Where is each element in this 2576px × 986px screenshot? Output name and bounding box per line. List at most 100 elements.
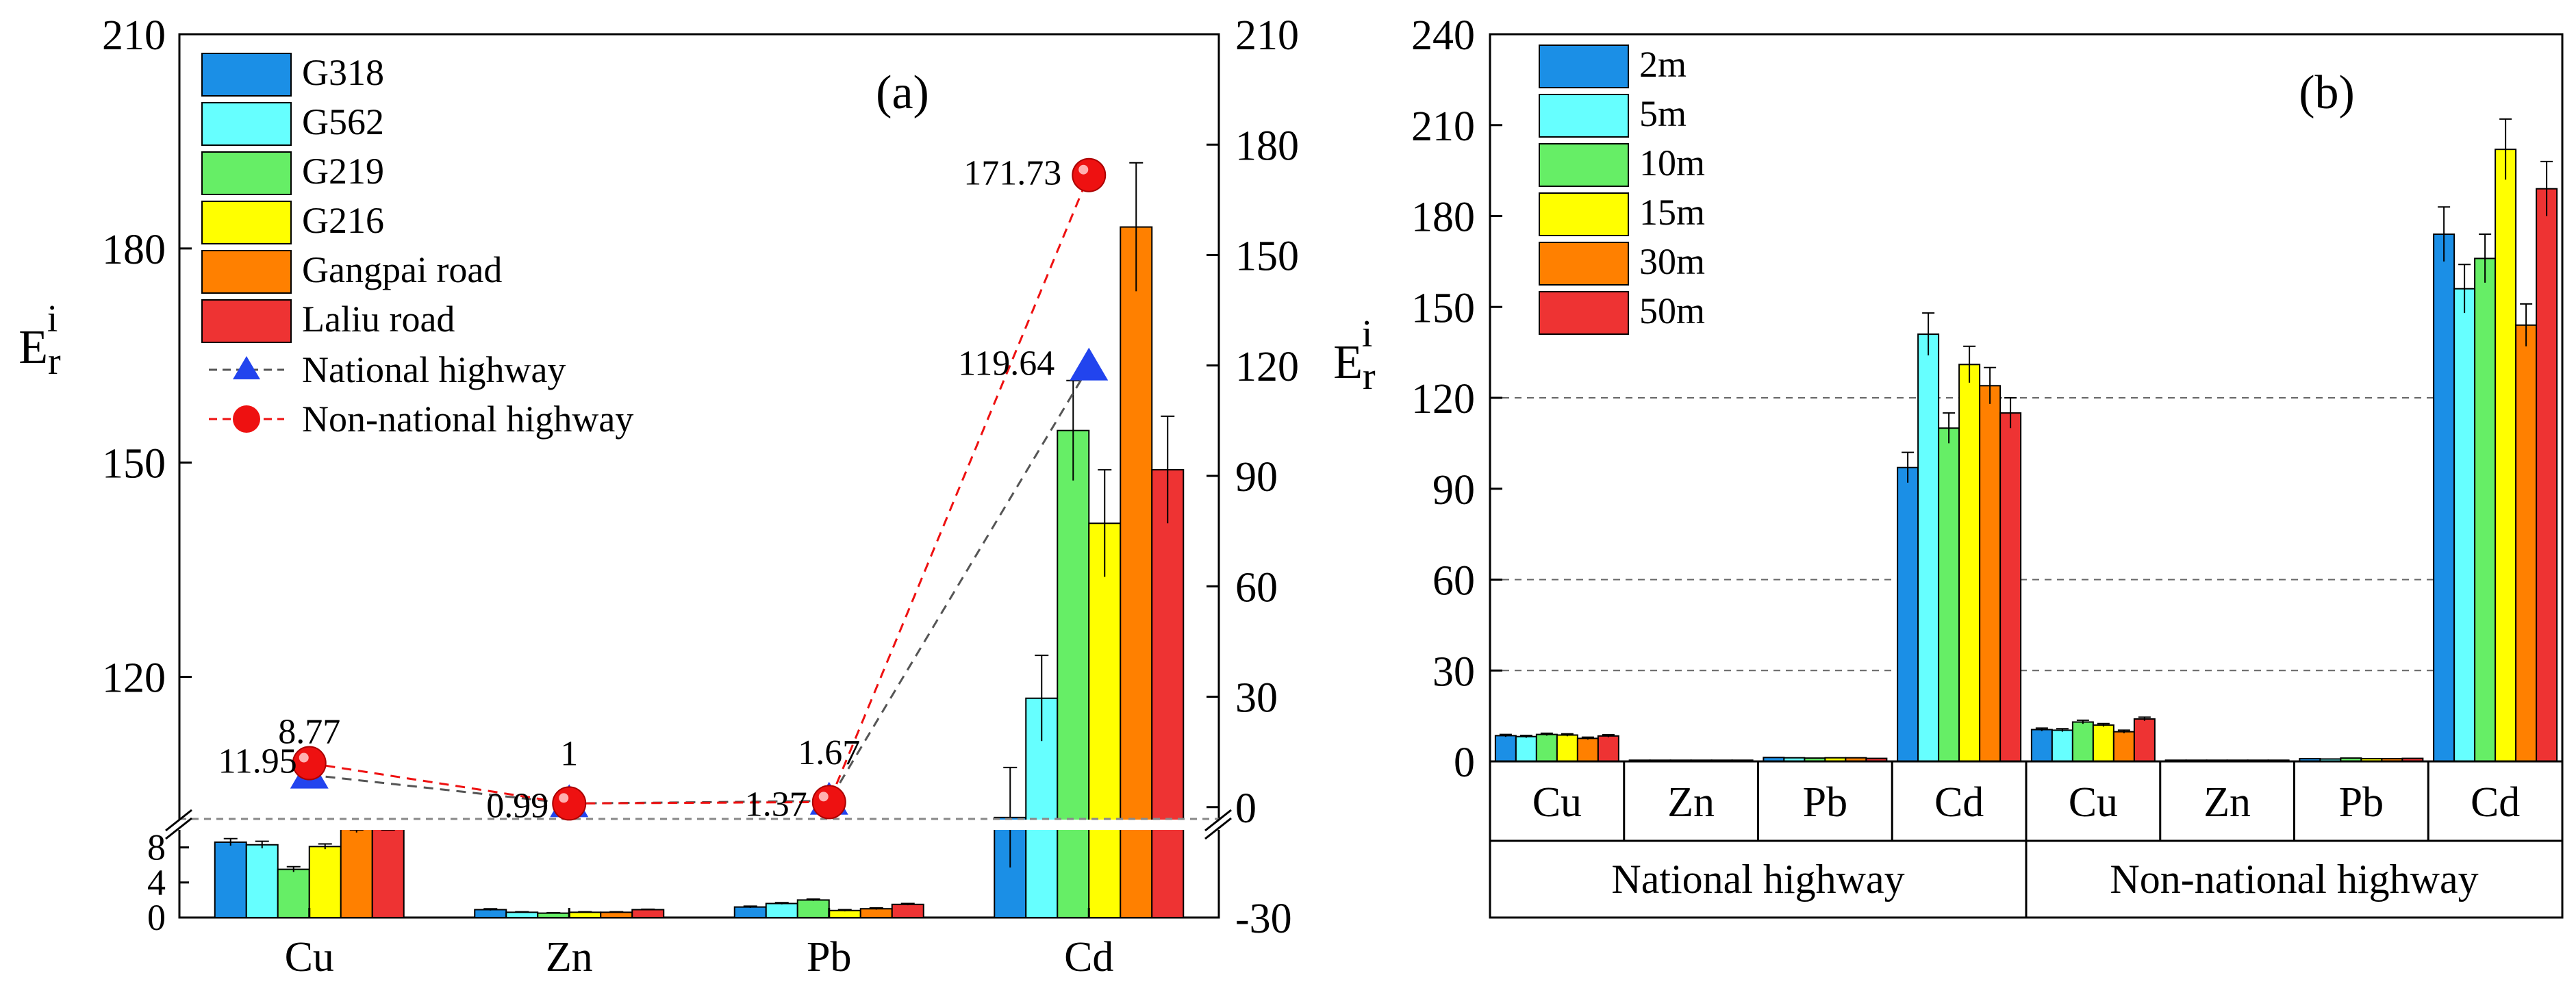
data-label: 1 (560, 734, 578, 773)
bar-laliu-road-pb (891, 903, 924, 919)
bar-10m-cd (1938, 427, 1960, 762)
bar-15m-cd (1958, 364, 1981, 762)
legend-label: 30m (1639, 241, 1705, 282)
axis-break-gap (178, 820, 1220, 830)
panel-label-b: (b) (2299, 66, 2355, 119)
bar-g562-cu (245, 844, 279, 919)
marker-highlight (559, 793, 569, 803)
legend-label: 10m (1639, 142, 1705, 184)
group-label-non-national-highway: Non-national highway (2110, 857, 2478, 902)
marker-highlight (818, 792, 829, 802)
bar-5m-cd (1917, 333, 1940, 762)
x-tick-label-cu: Cu (285, 934, 334, 981)
x-tick-label-zn: Zn (1667, 779, 1715, 826)
y-tick-label-left-lower: 4 (147, 862, 166, 903)
line-national-highway (309, 366, 1090, 805)
y-tick-label: 120 (1411, 376, 1475, 422)
bar-50m-cu (2133, 718, 2156, 763)
y-tick-label-right: 90 (1235, 454, 1278, 501)
legend-swatch (201, 250, 292, 294)
legend-label: G216 (302, 200, 384, 241)
y-tick-label: 90 (1432, 467, 1475, 514)
y-tick-label-right: 210 (1235, 12, 1299, 59)
y-tick-label-right: 60 (1235, 564, 1278, 611)
data-label: 1.67 (798, 733, 860, 772)
legend-swatch (201, 102, 292, 146)
x-tick-label-zn: Zn (2204, 779, 2251, 826)
y-tick-label: 150 (1411, 285, 1475, 331)
x-tick-label-cd: Cd (1064, 934, 1113, 981)
bar-g219-cu (277, 868, 310, 918)
y-label-sub: r (1363, 355, 1376, 398)
marker-circle (1072, 157, 1107, 192)
bar-2m-cd (2433, 233, 2455, 762)
y-tick-label: 210 (1411, 103, 1475, 150)
bar-g219-pb (796, 899, 830, 919)
y-tick-label-right: 0 (1235, 785, 1257, 832)
legend-swatch (1539, 291, 1629, 335)
axis-break-mark-left (165, 817, 192, 840)
bar-5m-cu (1515, 735, 1537, 762)
y-axis-label: Eri (18, 298, 61, 383)
bar-g562-pb (765, 902, 798, 919)
bar-10m-cd (2474, 257, 2497, 762)
axis-break-mark-left (165, 809, 192, 832)
bar-30m-cu (2112, 731, 2135, 763)
x-tick-label-pb: Pb (1803, 779, 1847, 826)
data-label: 171.73 (963, 154, 1061, 193)
panel-b: 0 30 60 90 120 150 180 210 240 Cu Zn Pb Cd Cu Zn Pb Cd Na… (1333, 12, 2564, 919)
x-tick-label-cd: Cd (1934, 779, 1984, 826)
bar-2m-cu (1494, 735, 1517, 762)
y-tick-label: 240 (1411, 12, 1475, 59)
x-tick-label-cu: Cu (1532, 779, 1582, 826)
y-tick-label-right: 150 (1235, 233, 1299, 280)
bar-30m-cu (1576, 737, 1599, 762)
data-label: 8.77 (278, 713, 340, 752)
bar-gangpai-road-pb (859, 908, 893, 918)
y-tick-label-left: 150 (102, 441, 166, 488)
bar-g318-pb (733, 906, 767, 919)
y-tick-label-left: 120 (102, 655, 166, 701)
legend-label: 50m (1639, 290, 1705, 331)
legend-swatch (201, 151, 292, 195)
bar-gangpai-road-zn (600, 911, 633, 918)
bar-10m-cu (1535, 733, 1558, 763)
bar-50m-cd (1999, 412, 2022, 762)
legend-swatch (1539, 94, 1629, 138)
group-label-national-highway: National highway (1611, 857, 1904, 902)
bar-g216-zn (568, 911, 602, 918)
bar-g562-zn (505, 911, 539, 918)
y-tick-label-left-lower: 0 (147, 897, 166, 938)
bar-gangpai-road-cu (340, 828, 373, 918)
legend-swatch (1539, 143, 1629, 187)
y-tick-label: 30 (1432, 648, 1475, 695)
legend-marker-circle (233, 405, 260, 433)
axis-break-mark-right (1204, 817, 1232, 840)
x-tick-label-pb: Pb (807, 934, 851, 981)
y-tick-label-right: 120 (1235, 344, 1299, 390)
legend-swatch (1539, 45, 1629, 88)
legend-label: G219 (302, 151, 384, 192)
marker-circle (292, 746, 327, 781)
y-label-sub: r (48, 340, 61, 383)
y-label-main: E (18, 321, 48, 374)
y-label-sup: i (47, 298, 58, 340)
bar-5m-cu (2051, 729, 2073, 762)
bar-laliu-road-cu (371, 824, 405, 918)
legend-label: G318 (302, 52, 384, 93)
data-label: 1.37 (745, 785, 807, 824)
marker-circle (811, 785, 846, 820)
marker-highlight (299, 753, 309, 763)
bar-15m-cu (2092, 724, 2114, 763)
legend-label: 15m (1639, 192, 1705, 233)
bar-5m-cd (2453, 288, 2476, 762)
bar-10m-cu (2071, 721, 2094, 762)
marker-highlight (1078, 164, 1089, 175)
bar-g216-cd (1088, 522, 1122, 918)
legend-label: National highway (302, 349, 566, 390)
panel-label-a: (a) (876, 66, 929, 119)
y-tick-label: 60 (1432, 558, 1475, 605)
bar-gangpai-road-cd (1120, 226, 1153, 918)
